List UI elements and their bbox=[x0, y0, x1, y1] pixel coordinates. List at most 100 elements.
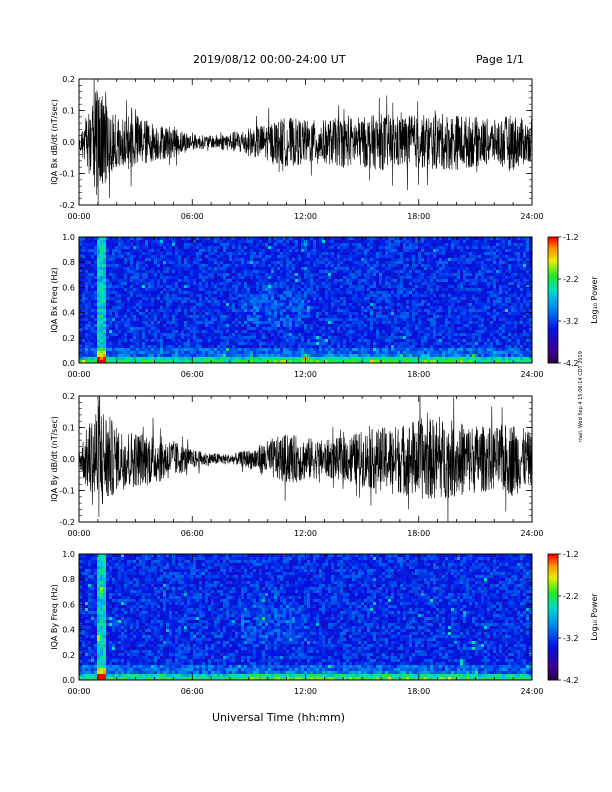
spectrogram-cell bbox=[307, 282, 311, 286]
spectrogram-cell bbox=[178, 330, 182, 334]
spectrogram-cell bbox=[361, 279, 365, 283]
spectrogram-cell bbox=[223, 297, 227, 301]
spectrogram-cell bbox=[367, 261, 371, 265]
spectrogram-cell bbox=[406, 327, 410, 331]
spectrogram-cell bbox=[160, 330, 164, 334]
spectrogram-cell bbox=[193, 288, 197, 292]
spectrogram-cell bbox=[139, 240, 143, 244]
spectrogram-cell bbox=[403, 261, 407, 265]
spectrogram-cell bbox=[103, 237, 107, 241]
spectrogram-cell bbox=[292, 291, 296, 295]
spectrogram-cell bbox=[178, 246, 182, 250]
spectrogram-cell bbox=[421, 360, 425, 364]
spectrogram-cell bbox=[121, 240, 125, 244]
spectrogram-cell bbox=[373, 309, 377, 313]
spectrogram-cell bbox=[367, 333, 371, 337]
spectrogram-cell bbox=[259, 243, 263, 247]
spectrogram-cell bbox=[310, 351, 314, 355]
spectrogram-cell bbox=[307, 339, 311, 343]
spectrogram-cell bbox=[409, 321, 413, 325]
spectrogram-cell bbox=[199, 237, 203, 241]
spectrogram-cell bbox=[397, 330, 401, 334]
spectrogram-cell bbox=[406, 252, 410, 256]
spectrogram-cell bbox=[253, 282, 257, 286]
spectrogram-cell bbox=[313, 333, 317, 337]
spectrogram-cell bbox=[187, 288, 191, 292]
spectrogram-cell bbox=[163, 240, 167, 244]
spectrogram-cell bbox=[229, 267, 233, 271]
spectrogram-cell bbox=[109, 330, 113, 334]
spectrogram-cell bbox=[94, 327, 98, 331]
spectrogram-cell bbox=[208, 285, 212, 289]
spectrogram-cell bbox=[211, 237, 215, 241]
spectrogram-cell bbox=[196, 291, 200, 295]
spectrogram-cell bbox=[277, 246, 281, 250]
spectrogram-cell bbox=[319, 282, 323, 286]
spectrogram-cell bbox=[157, 360, 161, 364]
spectrogram-cell bbox=[160, 312, 164, 316]
spectrogram-cell bbox=[229, 249, 233, 253]
spectrogram-cell bbox=[382, 342, 386, 346]
spectrogram-cell bbox=[397, 276, 401, 280]
spectrogram-cell bbox=[109, 285, 113, 289]
spectrogram-cell bbox=[397, 279, 401, 283]
spectrogram-cell bbox=[352, 306, 356, 310]
spectrogram-cell bbox=[127, 318, 131, 322]
spectrogram-cell bbox=[307, 255, 311, 259]
spectrogram-cell bbox=[217, 327, 221, 331]
spectrogram-cell bbox=[193, 297, 197, 301]
spectrogram-cell bbox=[82, 246, 86, 250]
spectrogram-cell bbox=[133, 342, 137, 346]
spectrogram-cell bbox=[220, 345, 224, 349]
spectrogram-cell bbox=[373, 249, 377, 253]
spectrogram-cell bbox=[379, 279, 383, 283]
spectrogram-cell bbox=[385, 303, 389, 307]
spectrogram-cell bbox=[355, 294, 359, 298]
spectrogram-cell bbox=[274, 318, 278, 322]
spectrogram-cell bbox=[211, 285, 215, 289]
spectrogram-cell bbox=[193, 270, 197, 274]
spectrogram-cell bbox=[271, 279, 275, 283]
spectrogram-cell bbox=[109, 321, 113, 325]
spectrogram-cell bbox=[325, 279, 329, 283]
spectrogram-cell bbox=[328, 318, 332, 322]
spectrogram-cell bbox=[97, 279, 101, 283]
spectrogram-cell bbox=[268, 240, 272, 244]
spectrogram-cell bbox=[82, 297, 86, 301]
spectrogram-cell bbox=[229, 279, 233, 283]
spectrogram-cell bbox=[220, 252, 224, 256]
spectrogram-cell bbox=[277, 306, 281, 310]
spectrogram-cell bbox=[139, 243, 143, 247]
spectrogram-cell bbox=[286, 318, 290, 322]
spectrogram-cell bbox=[274, 330, 278, 334]
spectrogram-cell bbox=[238, 354, 242, 358]
spectrogram-cell bbox=[301, 267, 305, 271]
spectrogram-cell bbox=[349, 357, 353, 361]
spectrogram-cell bbox=[109, 255, 113, 259]
spectrogram-cell bbox=[181, 270, 185, 274]
spectrogram-cell bbox=[109, 327, 113, 331]
spectrogram-cell bbox=[175, 306, 179, 310]
spectrogram-cell bbox=[118, 351, 122, 355]
spectrogram-cell bbox=[415, 288, 419, 292]
spectrogram-cell bbox=[112, 282, 116, 286]
spectrogram-cell bbox=[367, 357, 371, 361]
spectrogram-cell bbox=[91, 360, 95, 364]
spectrogram-cell bbox=[268, 252, 272, 256]
spectrogram-cell bbox=[97, 339, 101, 343]
spectrogram-cell bbox=[268, 321, 272, 325]
spectrogram-cell bbox=[265, 339, 269, 343]
spectrogram-cell bbox=[412, 270, 416, 274]
spectrogram-cell bbox=[409, 294, 413, 298]
spectrogram-cell bbox=[154, 360, 158, 364]
spectrogram-cell bbox=[181, 249, 185, 253]
spectrogram-cell bbox=[346, 243, 350, 247]
spectrogram-cell bbox=[250, 246, 254, 250]
spectrogram-cell bbox=[385, 285, 389, 289]
spectrogram-cell bbox=[145, 270, 149, 274]
spectrogram-cell bbox=[409, 345, 413, 349]
spectrogram-cell bbox=[412, 237, 416, 241]
spectrogram-cell bbox=[424, 312, 428, 316]
spectrogram-cell bbox=[91, 240, 95, 244]
spectrogram-cell bbox=[229, 282, 233, 286]
